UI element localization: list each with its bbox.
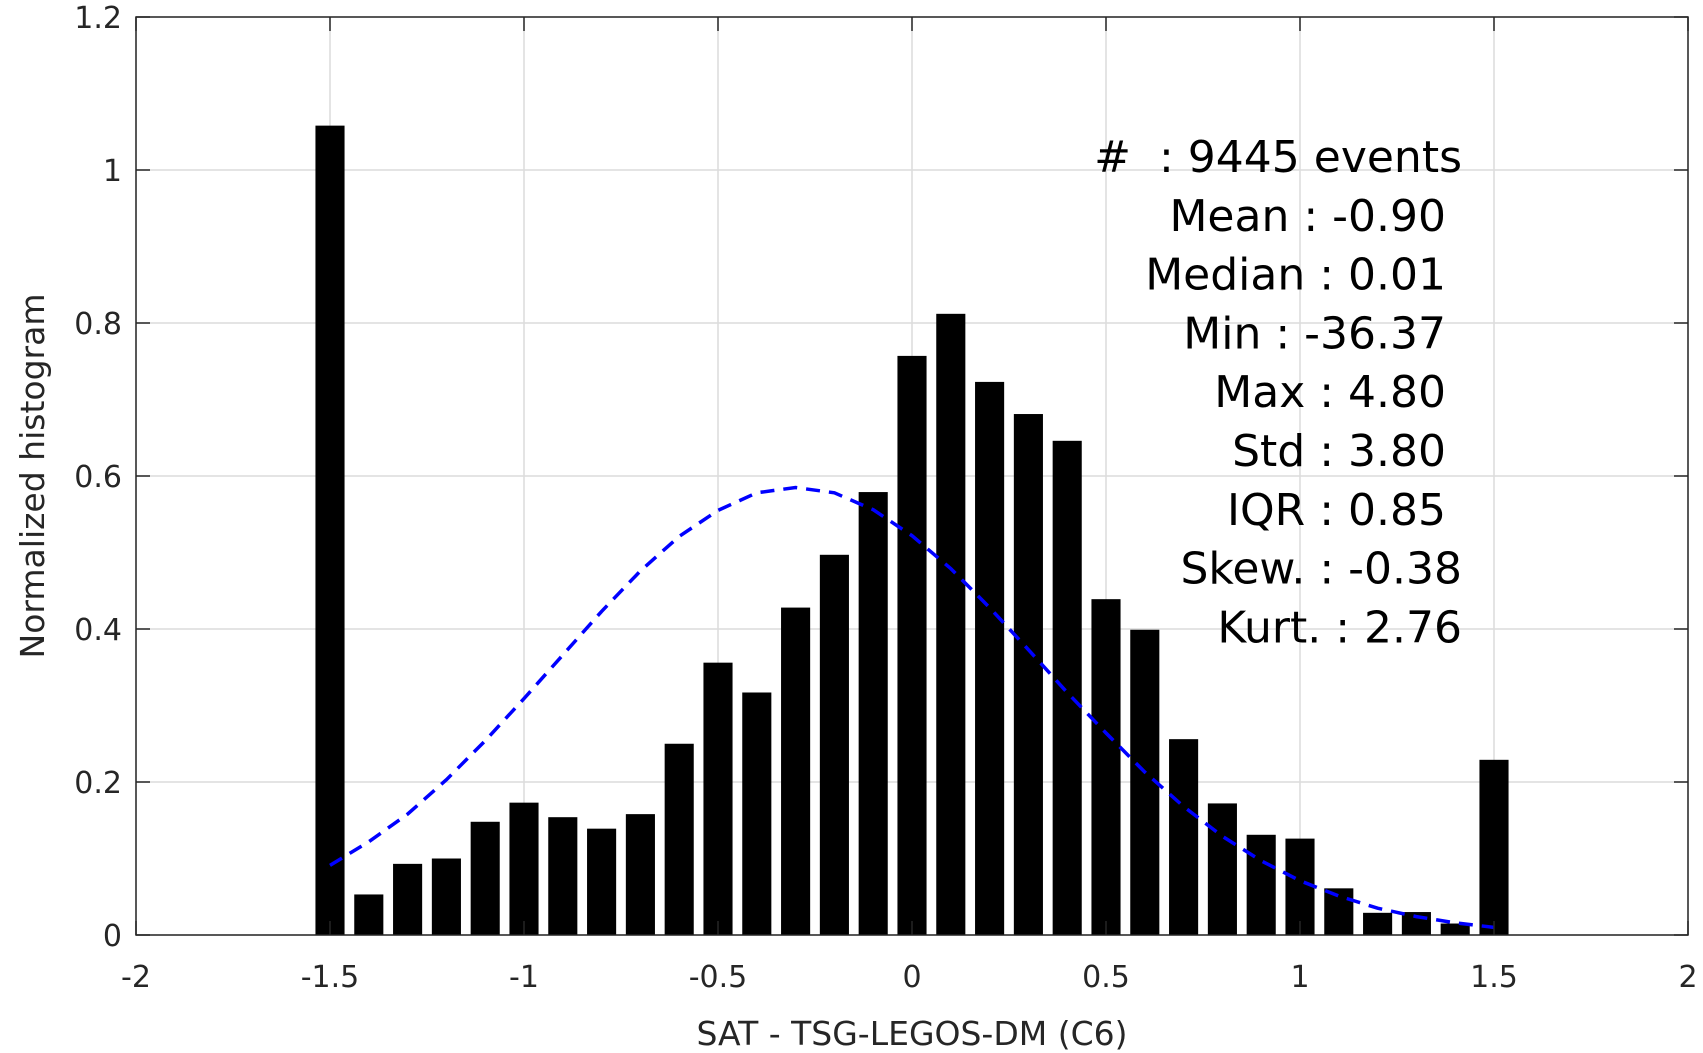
histogram-bar bbox=[1324, 888, 1354, 935]
y-tick-label: 0.4 bbox=[74, 613, 122, 648]
histogram-bar bbox=[625, 814, 655, 935]
stats-line: Median : 0.01 bbox=[1145, 250, 1446, 301]
y-tick-label: 0 bbox=[103, 919, 122, 954]
histogram-bar bbox=[470, 821, 500, 935]
axes bbox=[135, 16, 1689, 936]
histogram-bar bbox=[1440, 923, 1470, 935]
histogram-bar bbox=[1479, 759, 1509, 935]
stats-line: Min : -36.37 bbox=[1183, 308, 1446, 359]
histogram-bar bbox=[975, 381, 1005, 935]
histogram-bar bbox=[1091, 599, 1121, 935]
stats-line: # : 9445 events bbox=[1094, 132, 1462, 183]
tick-labels: -2 -1.5 -1 -0.5 0 0.5 1 1.5 2 0 0.2 0.4 0.6 0.8 1 1.2 bbox=[74, 1, 1697, 995]
histogram-bar bbox=[1169, 739, 1199, 935]
histogram-bar bbox=[1207, 803, 1237, 935]
histogram-bar bbox=[1013, 414, 1043, 935]
histogram-bar bbox=[858, 492, 888, 935]
histogram-bar bbox=[587, 828, 617, 935]
histogram-bar bbox=[664, 743, 694, 935]
histogram-bar bbox=[936, 313, 966, 935]
y-tick-label: 1 bbox=[103, 154, 122, 189]
stats-line: IQR : 0.85 bbox=[1227, 485, 1446, 536]
y-tick-label: 0.6 bbox=[74, 460, 122, 495]
stats-line: Mean : -0.90 bbox=[1169, 191, 1446, 242]
histogram-bars bbox=[315, 125, 1509, 935]
stats-line: Kurt. : 2.76 bbox=[1217, 602, 1462, 653]
histogram-bar bbox=[431, 858, 461, 935]
x-tick-label: 1 bbox=[1290, 960, 1309, 995]
y-tick-label: 0.8 bbox=[74, 307, 122, 342]
stats-line: Max : 4.80 bbox=[1214, 367, 1446, 418]
x-tick-label: 0.5 bbox=[1082, 960, 1130, 995]
x-tick-label: -2 bbox=[121, 960, 151, 995]
x-tick-label: 0 bbox=[902, 960, 921, 995]
histogram-bar bbox=[1052, 440, 1082, 935]
x-tick-label: -1 bbox=[509, 960, 539, 995]
y-axis-title: Normalized histogram bbox=[13, 294, 52, 659]
histogram-bar bbox=[548, 817, 578, 935]
normal-fit-curve bbox=[329, 485, 1495, 930]
stats-line: Std : 3.80 bbox=[1232, 426, 1446, 477]
histogram-bar bbox=[315, 125, 345, 935]
normal-fit-curve-group bbox=[329, 485, 1495, 930]
y-tick-label: 0.2 bbox=[74, 766, 122, 801]
histogram-bar bbox=[393, 863, 423, 935]
histogram-bar bbox=[1285, 838, 1315, 935]
histogram-bar bbox=[781, 607, 811, 935]
histogram-bar bbox=[703, 662, 733, 935]
histogram-bar bbox=[509, 802, 539, 935]
plot-frame bbox=[135, 16, 1689, 936]
histogram-bar bbox=[1363, 912, 1393, 935]
x-tick-label: 2 bbox=[1678, 960, 1697, 995]
stats-line: Skew. : -0.38 bbox=[1181, 544, 1463, 595]
histogram-bar bbox=[819, 554, 849, 935]
histogram-bar bbox=[742, 692, 772, 935]
y-tick-label: 1.2 bbox=[74, 1, 122, 36]
x-tick-label: -1.5 bbox=[301, 960, 360, 995]
x-axis-title: SAT - TSG-LEGOS-DM (C6) bbox=[697, 1014, 1128, 1053]
histogram-bar bbox=[354, 894, 384, 935]
histogram-bar bbox=[897, 355, 927, 935]
stats-box: # : 9445 events Mean : -0.90 Median : 0.01… bbox=[1094, 132, 1462, 653]
histogram-bar bbox=[1246, 834, 1276, 935]
x-tick-label: 1.5 bbox=[1470, 960, 1518, 995]
x-tick-label: -0.5 bbox=[689, 960, 748, 995]
